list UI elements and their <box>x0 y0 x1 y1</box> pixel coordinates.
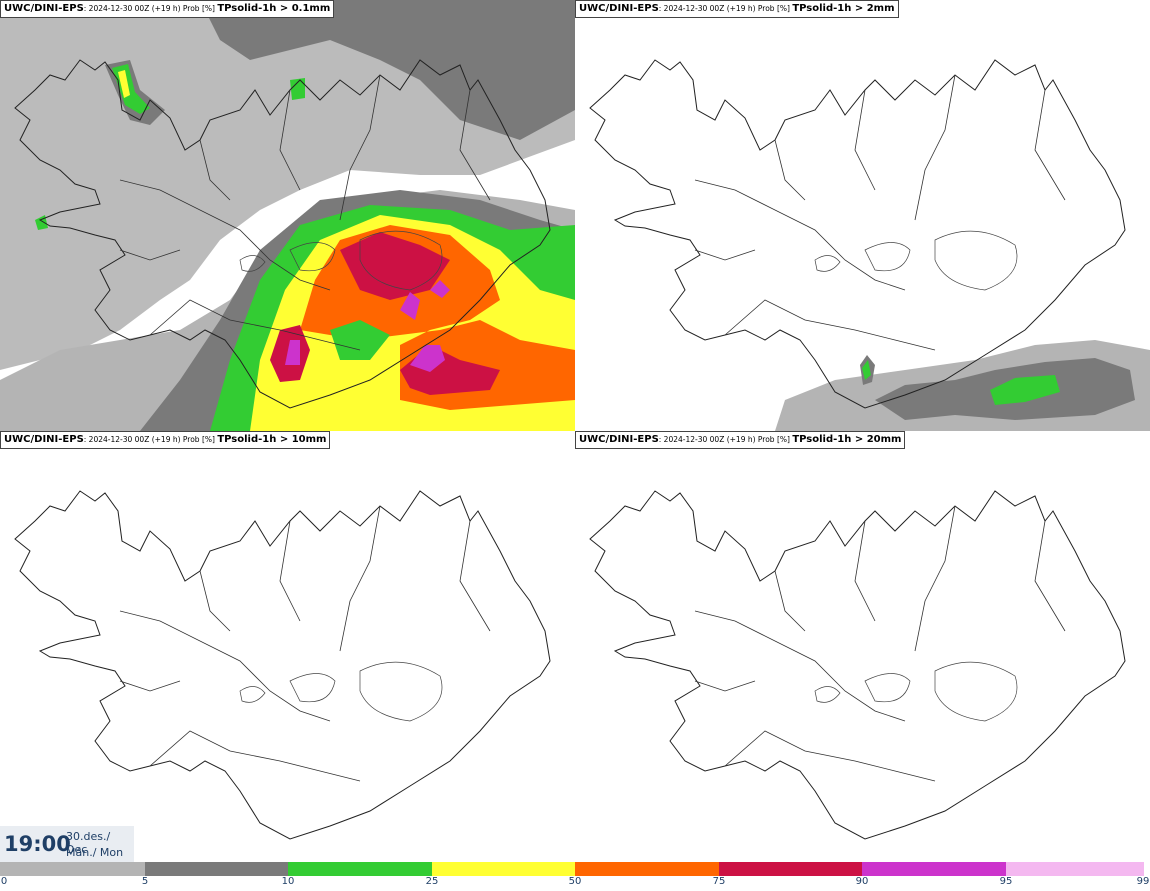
probability-map-20mm <box>575 431 1150 862</box>
legend-swatch <box>432 862 575 876</box>
map-panel-3: UWC/DINI-EPS: 2024-12-30 00Z (+19 h) Pro… <box>0 431 575 862</box>
probability-map-0p1mm <box>0 0 575 431</box>
legend-tick-label: 99 <box>1136 876 1150 887</box>
legend-swatch <box>719 862 862 876</box>
valid-weekday: Mán./ Mon <box>66 846 124 859</box>
legend-tick-label: 50 <box>568 876 582 887</box>
run-info: : 2024-12-30 00Z (+19 h) Prob [%] <box>658 4 793 13</box>
run-info: : 2024-12-30 00Z (+19 h) Prob [%] <box>658 435 793 444</box>
panel-title: UWC/DINI-EPS: 2024-12-30 00Z (+19 h) Pro… <box>0 431 331 449</box>
legend-swatch <box>862 862 1006 876</box>
panel-title: UWC/DINI-EPS: 2024-12-30 00Z (+19 h) Pro… <box>575 0 899 18</box>
valid-time: 19:00 <box>4 832 71 856</box>
variable-threshold: TPsolid-1h > 10mm <box>217 434 327 445</box>
legend-swatch <box>575 862 719 876</box>
variable-threshold: TPsolid-1h > 2mm <box>792 3 895 14</box>
legend-tick-label: 95 <box>999 876 1013 887</box>
map-panel-4: UWC/DINI-EPS: 2024-12-30 00Z (+19 h) Pro… <box>575 431 1150 862</box>
legend-swatch <box>1006 862 1144 876</box>
legend-swatch <box>145 862 288 876</box>
run-info: : 2024-12-30 00Z (+19 h) Prob [%] <box>83 4 218 13</box>
panel-title: UWC/DINI-EPS: 2024-12-30 00Z (+19 h) Pro… <box>0 0 335 18</box>
model-name: UWC/DINI-EPS <box>4 3 84 14</box>
valid-date: 30.des./ Dec <box>66 830 111 856</box>
valid-time-box: 19:00 30.des./ Dec Mán./ Mon <box>0 826 134 864</box>
legend-tick-label: 75 <box>712 876 726 887</box>
color-legend: 0 5 10 25 50 75 90 95 99 <box>0 862 1150 891</box>
variable-threshold: TPsolid-1h > 0.1mm <box>217 3 331 14</box>
legend-tick-label: 5 <box>141 876 149 887</box>
run-info: : 2024-12-30 00Z (+19 h) Prob [%] <box>83 435 218 444</box>
legend-color-bar <box>0 862 1144 876</box>
legend-tick-label: 25 <box>425 876 439 887</box>
legend-tick-label: 90 <box>855 876 869 887</box>
legend-swatch <box>0 862 145 876</box>
legend-tick-label: 0 <box>0 876 8 887</box>
variable-threshold: TPsolid-1h > 20mm <box>792 434 902 445</box>
model-name: UWC/DINI-EPS <box>579 3 659 14</box>
map-panel-1: UWC/DINI-EPS: 2024-12-30 00Z (+19 h) Pro… <box>0 0 575 431</box>
probability-map-10mm <box>0 431 575 862</box>
legend-tick-label: 10 <box>281 876 295 887</box>
map-panel-2: UWC/DINI-EPS: 2024-12-30 00Z (+19 h) Pro… <box>575 0 1150 431</box>
legend-swatch <box>288 862 432 876</box>
panel-title: UWC/DINI-EPS: 2024-12-30 00Z (+19 h) Pro… <box>575 431 906 449</box>
probability-map-2mm <box>575 0 1150 431</box>
model-name: UWC/DINI-EPS <box>579 434 659 445</box>
model-name: UWC/DINI-EPS <box>4 434 84 445</box>
